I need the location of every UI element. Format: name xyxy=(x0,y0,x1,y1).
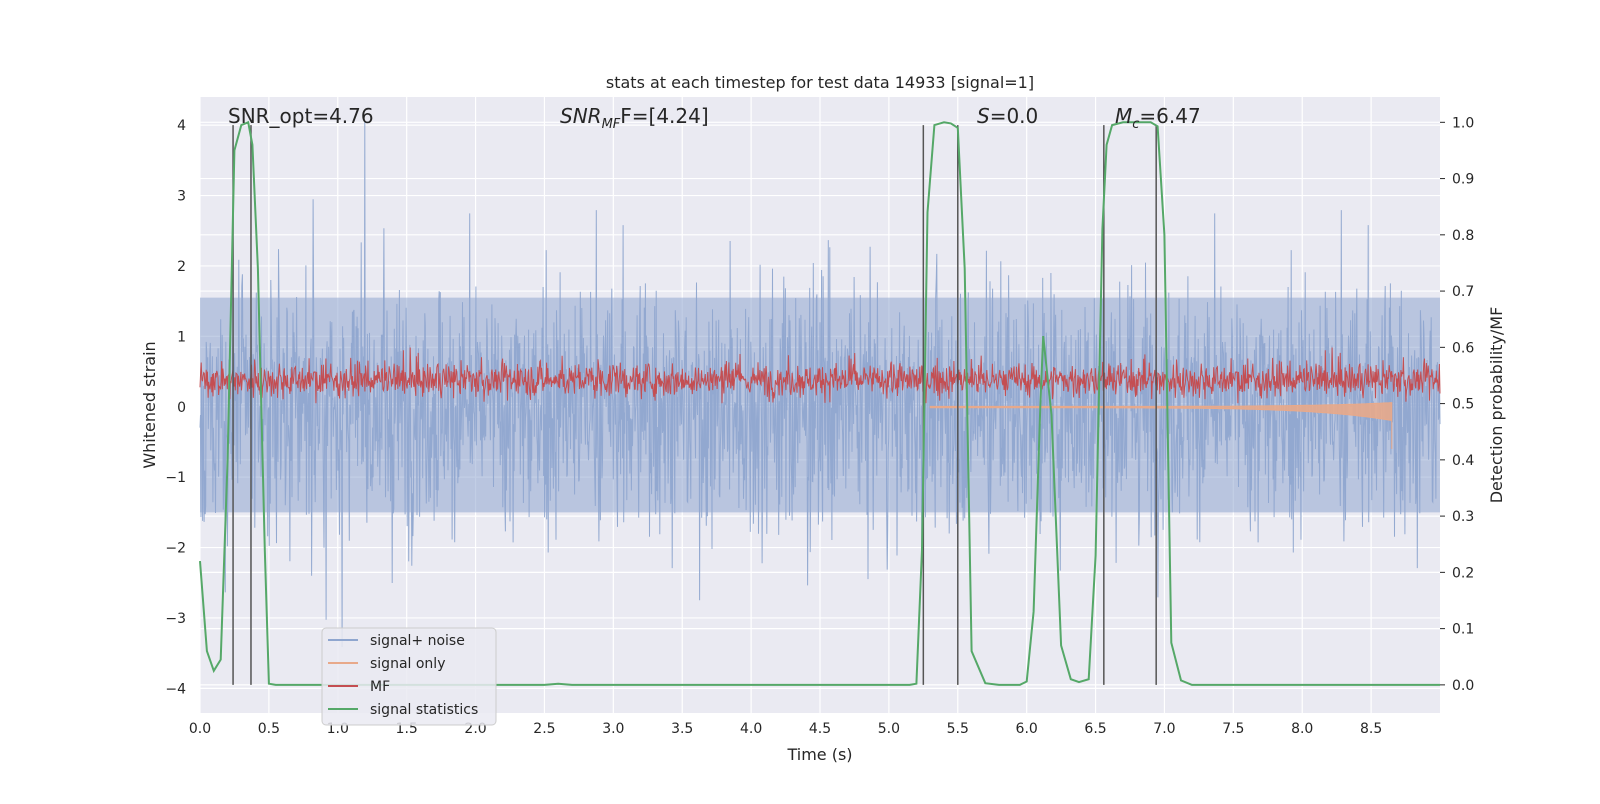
x-tick-label: 6.5 xyxy=(1084,721,1106,737)
y-right-tick-label: 0.6 xyxy=(1452,340,1474,356)
signal-only-shape xyxy=(929,402,1393,450)
x-tick-label: 8.5 xyxy=(1360,721,1382,737)
annotation-s-rest: =0.0 xyxy=(990,104,1039,128)
y-right-tick-labels: 1.0 0.9 0.8 0.7 0.6 0.5 0.4 0.3 0.2 0.1 0.0 xyxy=(1440,115,1474,694)
y-tick-label: −2 xyxy=(165,541,186,557)
x-tick-label: 8.0 xyxy=(1291,721,1313,737)
mf-series xyxy=(199,347,1441,404)
x-tick-label: 0.0 xyxy=(189,721,211,737)
signal-statistics-series xyxy=(199,120,1440,686)
y-axis-label: Whitened strain xyxy=(140,341,159,468)
annotation-mc-rest: =6.47 xyxy=(1139,104,1200,128)
annotation-snr-mf: SNRMFF=[4.24] xyxy=(560,104,709,132)
y-right-tick-label: 0.9 xyxy=(1452,172,1474,188)
annotation-snr-mf-rest: F=[4.24] xyxy=(620,104,708,128)
x-tick-label: 6.0 xyxy=(1016,721,1038,737)
y-right-tick-label: 0.7 xyxy=(1452,284,1474,300)
x-tick-label: 3.5 xyxy=(671,721,693,737)
annotation-snr-mf-sub: MF xyxy=(602,117,621,132)
x-tick-label: 5.0 xyxy=(878,721,900,737)
mf-line xyxy=(199,347,1441,404)
signal-statistics-line xyxy=(199,120,1440,686)
y-right-tick-label: 0.8 xyxy=(1452,228,1474,244)
y-tick-label: −1 xyxy=(165,470,186,486)
y-right-tick-label: 0.3 xyxy=(1452,509,1474,525)
legend-label-mf: MF xyxy=(370,679,390,695)
annotation-mc-sub: c xyxy=(1132,117,1139,132)
chart-title: stats at each timestep for test data 149… xyxy=(606,73,1034,92)
annotation-s: S=0.0 xyxy=(977,104,1038,128)
y-tick-label: 1 xyxy=(177,329,186,345)
annotation-mc-main: M xyxy=(1115,104,1132,128)
y-right-tick-label: 1.0 xyxy=(1452,115,1474,131)
x-tick-label: 4.0 xyxy=(740,721,762,737)
x-tick-label: 3.0 xyxy=(602,721,624,737)
annotation-snr-opt: SNR_opt=4.76 xyxy=(228,104,374,128)
y-tick-label: −3 xyxy=(165,611,186,627)
annotation-s-main: S xyxy=(977,104,990,128)
legend-box xyxy=(321,627,497,726)
y-tick-label: 3 xyxy=(177,189,186,205)
y-right-tick-label: 0.1 xyxy=(1452,622,1474,638)
y-tick-label: 2 xyxy=(177,259,186,275)
y-right-axis-label: Detection probability/MF xyxy=(1487,307,1506,504)
legend-label-signal-statistics: signal statistics xyxy=(370,702,478,718)
x-tick-label: 7.0 xyxy=(1153,721,1175,737)
x-tick-label: 5.5 xyxy=(947,721,969,737)
y-tick-label: −4 xyxy=(165,681,186,697)
y-right-tick-label: 0.2 xyxy=(1452,565,1474,581)
x-tick-label: 7.5 xyxy=(1222,721,1244,737)
y-tick-label: 4 xyxy=(177,118,186,134)
signal-noise-band xyxy=(200,297,1440,513)
y-right-tick-label: 0.4 xyxy=(1452,453,1474,469)
x-tick-label: 2.5 xyxy=(533,721,555,737)
annotation-snr-mf-main: SNR xyxy=(560,104,602,128)
x-tick-label: 0.5 xyxy=(258,721,280,737)
y-tick-labels: 4 3 2 1 0 −1 −2 −3 −4 xyxy=(165,118,186,697)
legend-label-signal-noise: signal+ noise xyxy=(370,633,465,649)
y-right-tick-label: 0.0 xyxy=(1452,678,1474,694)
x-axis-label: Time (s) xyxy=(786,745,852,764)
annotation-mc: Mc=6.47 xyxy=(1115,104,1201,132)
signal-noise-series xyxy=(199,121,1441,648)
x-tick-label: 4.5 xyxy=(809,721,831,737)
legend: signal+ noise signal only MF signal stat… xyxy=(321,627,497,726)
legend-label-signal-only: signal only xyxy=(370,656,445,672)
y-right-tick-label: 0.5 xyxy=(1452,397,1474,413)
y-tick-label: 0 xyxy=(177,400,186,416)
signal-only-series xyxy=(929,402,1393,450)
